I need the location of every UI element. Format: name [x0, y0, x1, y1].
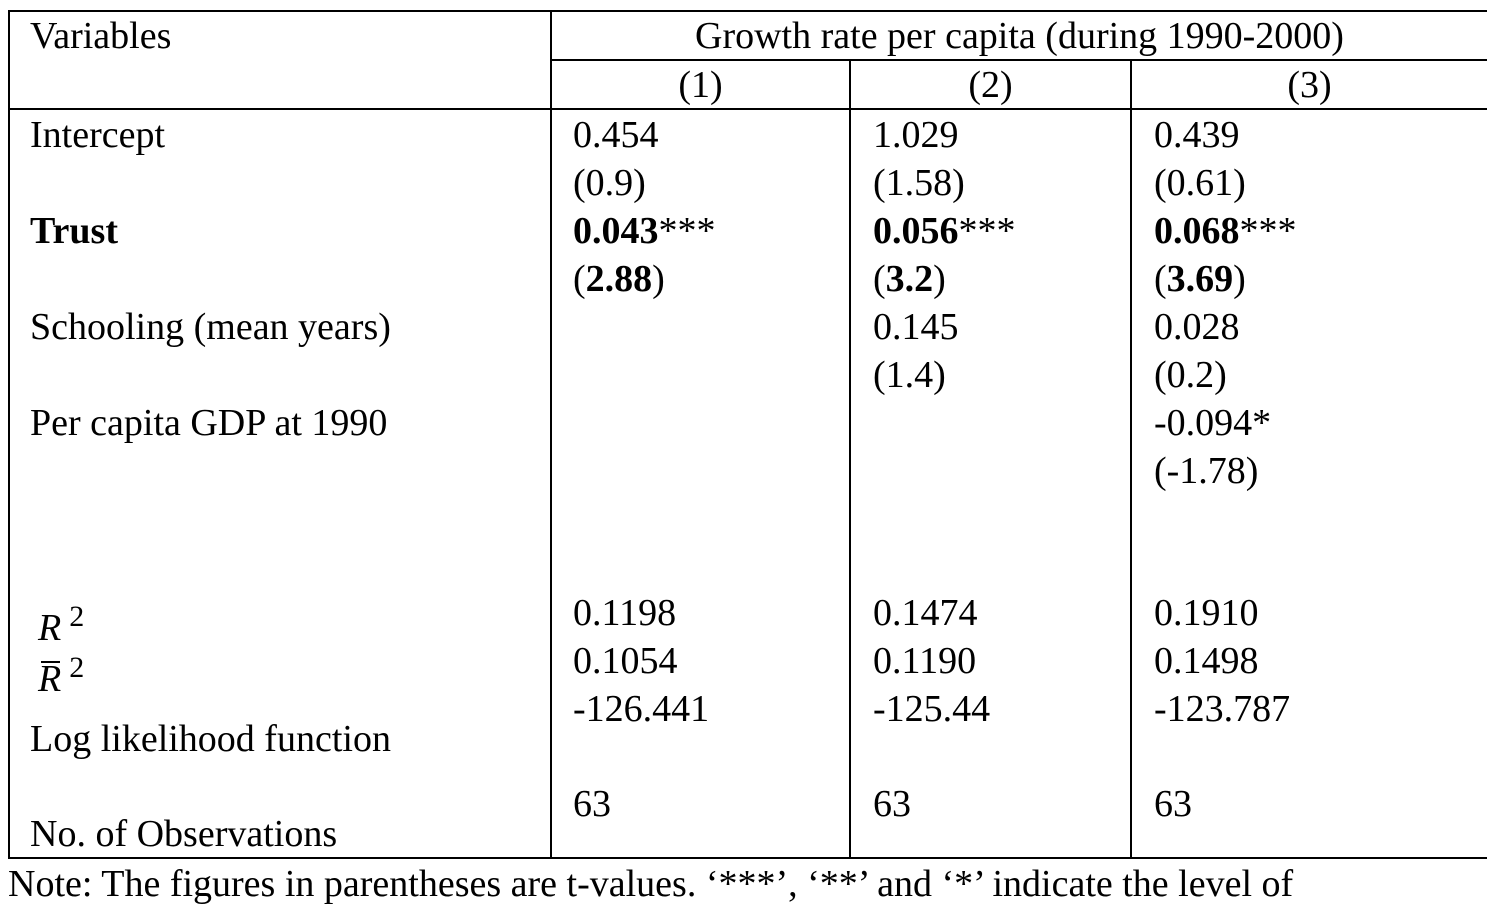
intercept-tval-3: (0.61): [1154, 162, 1246, 204]
trust-tval-value: 3.2: [885, 258, 934, 300]
trust-coef-3: 0.068***: [1154, 207, 1297, 255]
column-header-3: (3): [1287, 64, 1332, 106]
variables-header: Variables: [30, 15, 172, 57]
intercept-tval-2: (1.58): [873, 162, 965, 204]
schooling-tval-3: (0.2): [1154, 354, 1227, 396]
column-divider-variables: [550, 10, 552, 859]
gdp-tval-3: (-1.78): [1154, 450, 1259, 492]
row-label-gdp: Per capita GDP at 1990: [30, 402, 388, 444]
r-squared-3: 0.1910: [1154, 592, 1259, 634]
trust-coef-value: 0.056: [873, 210, 959, 252]
schooling-coef-2: 0.145: [873, 306, 959, 348]
row-label-nobs: No. of Observations: [30, 813, 338, 855]
column-divider-2-3: [1130, 59, 1132, 859]
r-symbol: R: [38, 607, 62, 649]
schooling-tval-2: (1.4): [873, 354, 946, 396]
header-sub-border: [551, 59, 1487, 61]
schooling-coef-3: 0.028: [1154, 306, 1240, 348]
trust-tval-1: (2.88): [573, 255, 665, 303]
r-bar-symbol: R: [38, 655, 61, 703]
trust-coef-value: 0.068: [1154, 210, 1240, 252]
row-label-intercept: Intercept: [30, 114, 166, 156]
table-note: Note: The figures in parentheses are t-v…: [8, 863, 1294, 905]
table-top-border: [8, 10, 1487, 12]
loglik-2: -125.44: [873, 688, 991, 730]
adj-r-squared-3: 0.1498: [1154, 640, 1259, 682]
intercept-tval-1: (0.9): [573, 162, 646, 204]
column-header-1: (1): [678, 64, 723, 106]
significance-stars: ***: [958, 210, 1016, 252]
intercept-coef-3: 0.439: [1154, 114, 1240, 156]
nobs-2: 63: [873, 783, 911, 825]
intercept-coef-1: 0.454: [573, 114, 659, 156]
loglik-1: -126.441: [573, 688, 710, 730]
row-label-schooling: Schooling (mean years): [30, 306, 391, 348]
column-header-2: (2): [968, 64, 1013, 106]
paren-close: ): [652, 258, 665, 300]
trust-coef-value: 0.043: [573, 210, 659, 252]
adj-r-squared-1: 0.1054: [573, 640, 678, 682]
trust-tval-2: (3.2): [873, 255, 946, 303]
paren-open: (: [1154, 258, 1167, 300]
table-bottom-border: [8, 857, 1487, 859]
paren-close: ): [933, 258, 946, 300]
row-label-loglik: Log likelihood function: [30, 718, 391, 760]
dependent-variable-header: Growth rate per capita (during 1990-2000…: [695, 15, 1344, 57]
r-squared-1: 0.1198: [573, 592, 677, 634]
intercept-coef-2: 1.029: [873, 114, 959, 156]
trust-tval-value: 2.88: [585, 258, 653, 300]
nobs-1: 63: [573, 783, 611, 825]
trust-coef-1: 0.043***: [573, 207, 716, 255]
paren-open: (: [573, 258, 586, 300]
regression-table: Variables Growth rate per capita (during…: [8, 10, 1487, 859]
row-label-trust: Trust: [30, 210, 118, 252]
gdp-coef-3: -0.094*: [1154, 402, 1272, 444]
r-bar-exponent: 2: [69, 651, 85, 684]
paren-open: (: [873, 258, 886, 300]
significance-stars: ***: [658, 210, 716, 252]
trust-tval-3: (3.69): [1154, 255, 1246, 303]
paren-close: ): [1233, 258, 1246, 300]
loglik-3: -123.787: [1154, 688, 1291, 730]
column-divider-1-2: [849, 59, 851, 859]
trust-tval-value: 3.69: [1166, 258, 1234, 300]
r-exponent: 2: [69, 600, 85, 633]
table-left-border: [8, 10, 10, 859]
significance-stars: ***: [1239, 210, 1297, 252]
header-bottom-border: [8, 108, 1487, 110]
adj-r-squared-2: 0.1190: [873, 640, 977, 682]
nobs-3: 63: [1154, 783, 1192, 825]
trust-coef-2: 0.056***: [873, 207, 1016, 255]
r-squared-2: 0.1474: [873, 592, 978, 634]
